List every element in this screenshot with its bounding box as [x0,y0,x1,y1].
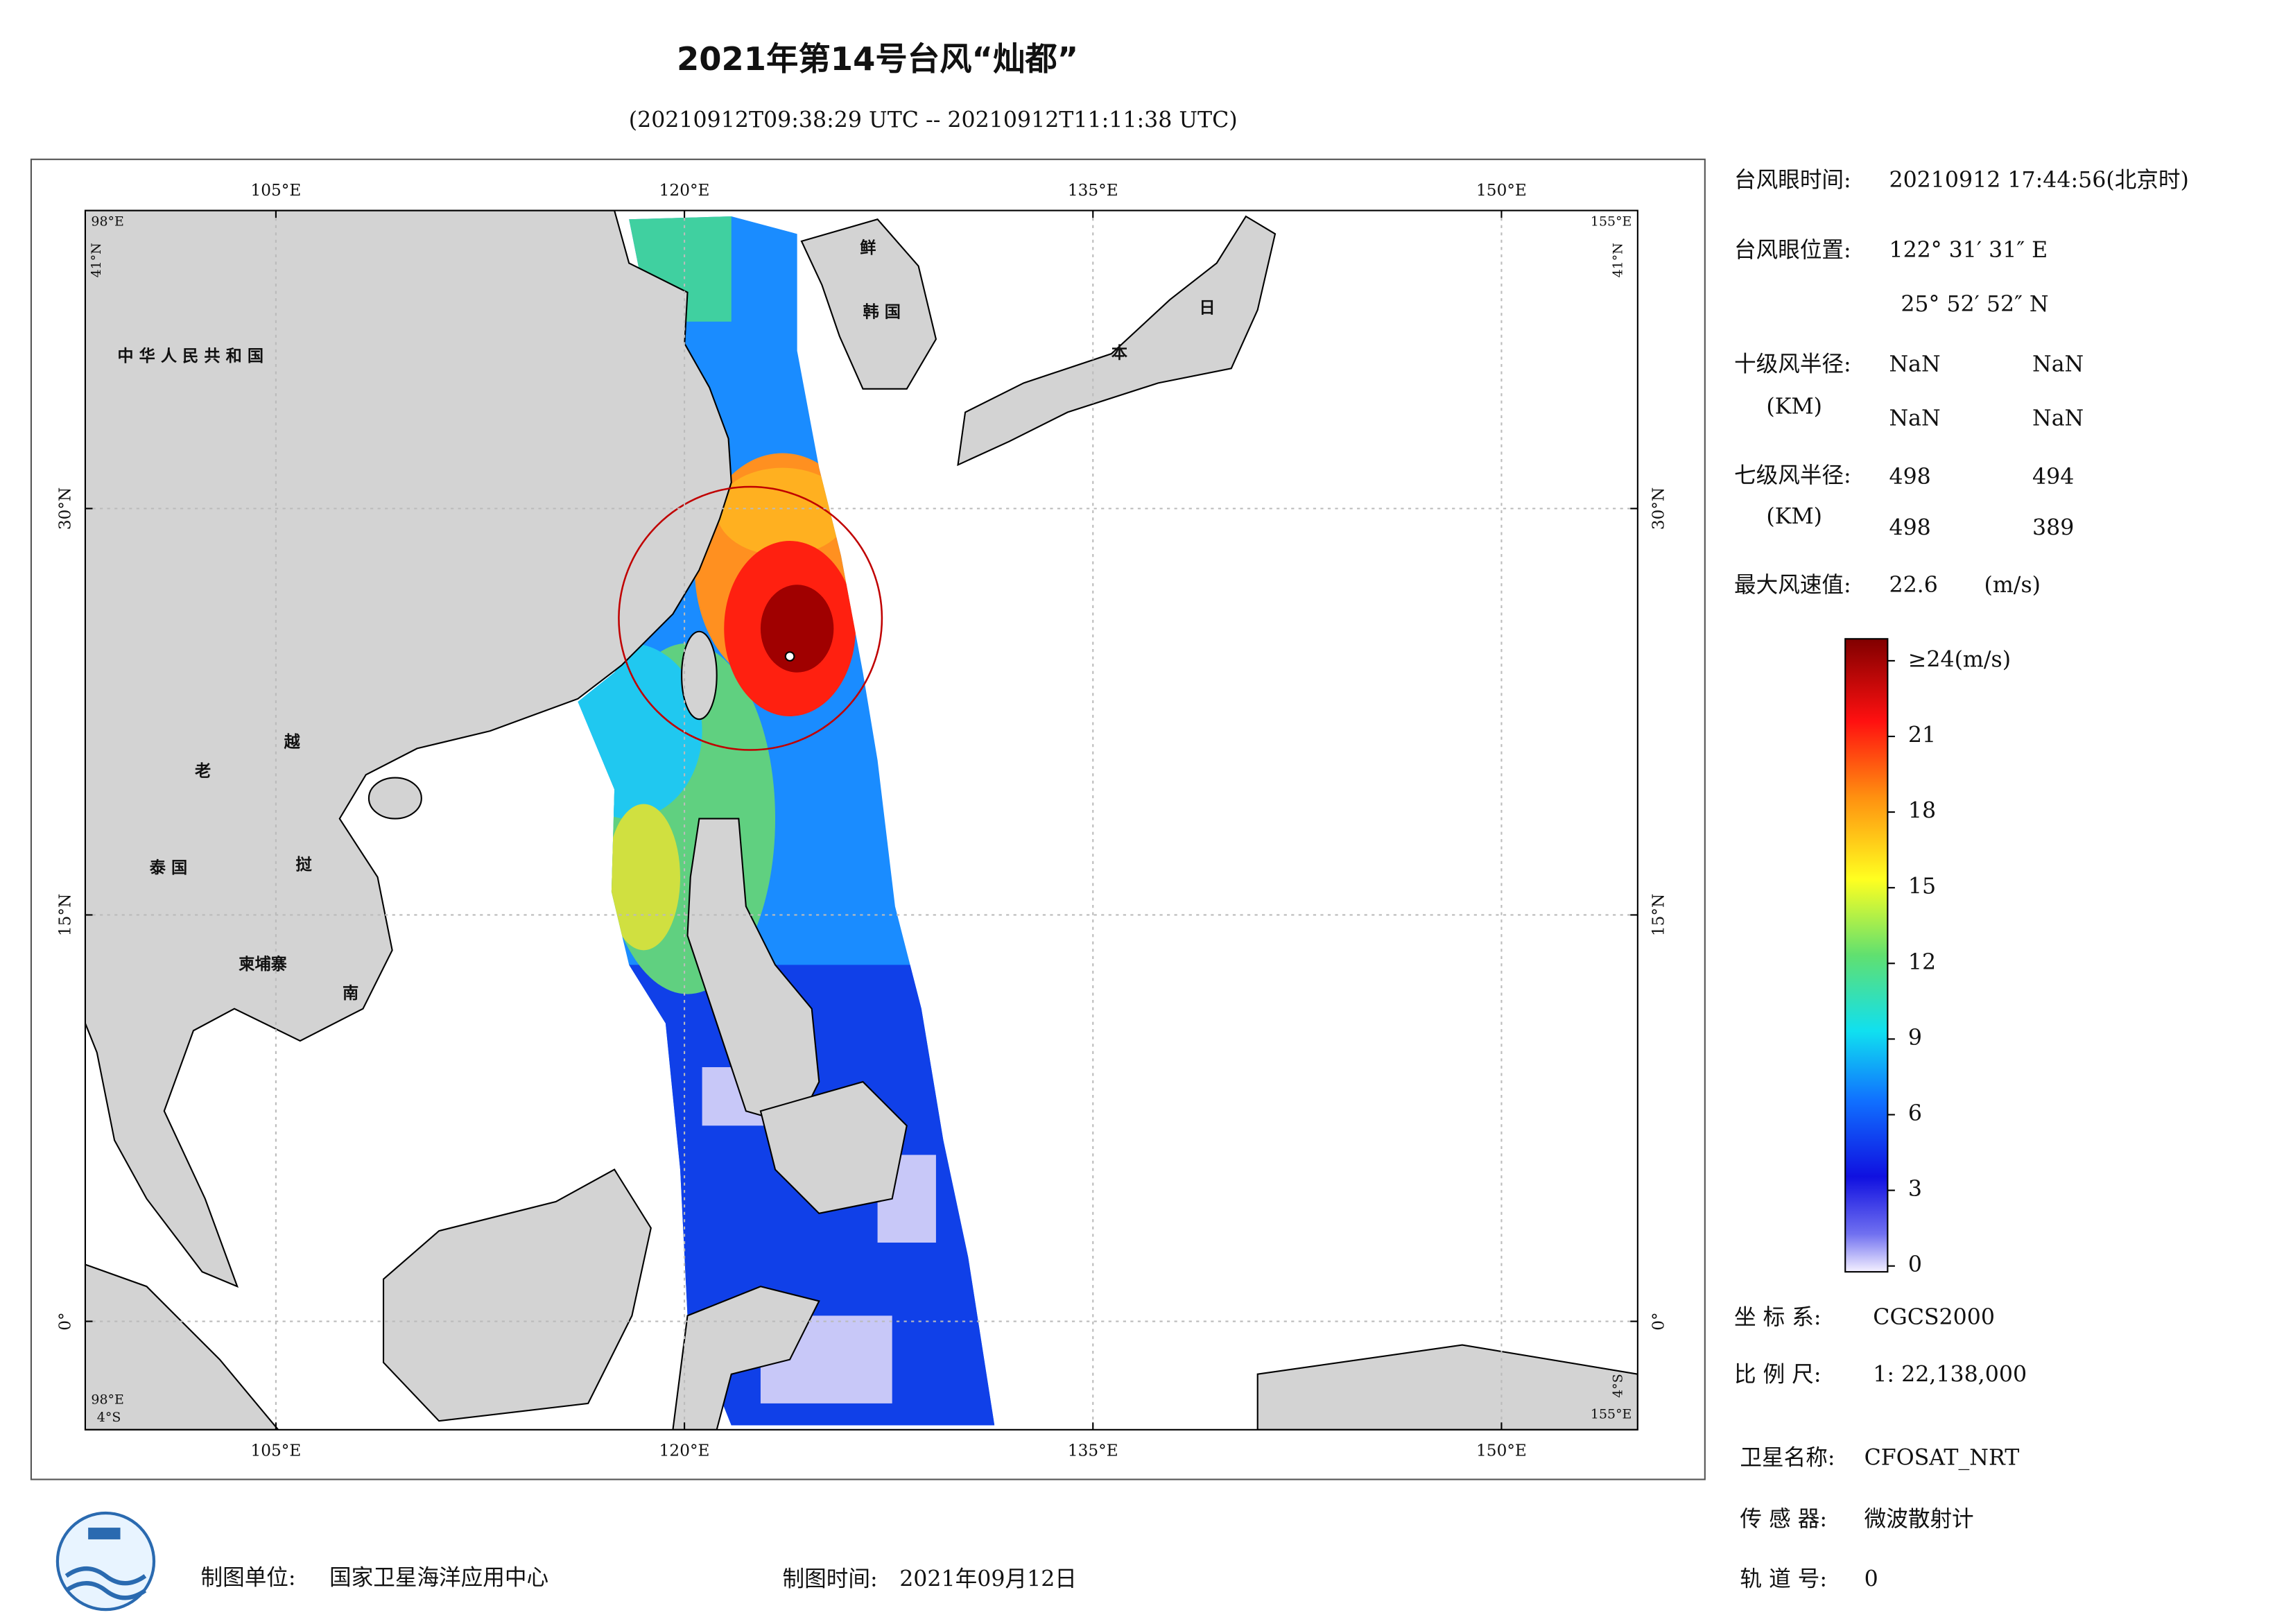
corner-label: 98°E [91,1392,123,1408]
place-label: 本 [1111,344,1128,363]
label: 轨 道 号: [1740,1566,1827,1591]
label: (KM) [1766,395,1822,420]
info-panel: 台风眼时间: 20210912 17:44:56(北京时) 台风眼位置: 122… [1734,168,2189,1592]
label: (KM) [1766,504,1822,529]
label: 传 感 器: [1740,1507,1827,1532]
map-frame [84,209,1638,1431]
lon-tick-label: 135°E [1068,1441,1118,1460]
value: 22.6 [1889,573,1937,598]
land [1256,1344,1638,1430]
value: 498 [1889,516,1930,541]
map-border [30,158,1706,1480]
colorbar-label: 0 [1908,1252,1922,1277]
lat-tick-label: 15°N [56,894,75,936]
colorbar-label: 18 [1908,799,1936,824]
title: 2021年第14号台风“灿都” [677,40,1078,78]
value: NaN [2032,406,2084,431]
wind-radius-circle [618,485,883,751]
lat-tick-label: 15°N [1649,894,1668,936]
place-label: 挝 [296,856,313,874]
land [85,1263,279,1430]
value: NaN [1889,352,1940,377]
footer-value: 国家卫星海洋应用中心 [329,1565,548,1590]
label: 七级风半径: [1734,463,1851,488]
label: 台风眼位置: [1734,238,1851,263]
land [957,215,1277,467]
value: 498 [1889,465,1930,490]
lon-tick-label: 150°E [1476,1441,1527,1460]
label: 最大风速值: [1734,573,1851,598]
colorbar-label: 12 [1908,950,1936,975]
label: 卫星名称: [1740,1445,1835,1470]
lon-tick-label: 105°E [251,1441,302,1460]
place-label: 柬埔寨 [239,955,287,974]
lat-tick-label: 0° [1649,1312,1668,1330]
lon-tick-label: 150°E [1476,181,1527,200]
subtitle: (20210912T09:38:29 UTC -- 20210912T11:11… [629,107,1238,132]
colorbar [1844,638,1889,1273]
colorbar-ticks: 0 3 6 9 12 15 18 21 ≥24(m/s) [1887,647,2011,1277]
value: NaN [2032,352,2084,377]
corner-label: 98°E [91,214,123,229]
corner-label: 41°N [89,243,104,277]
corner-label: 4°S [1610,1374,1625,1398]
value: 25° 52′ 52″ N [1901,292,2048,317]
lat-tick-label: 0° [56,1312,75,1330]
place-label: 鲜 [860,239,876,257]
colorbar-label: ≥24(m/s) [1908,647,2011,672]
place-label: 南 [343,984,358,1003]
value: CGCS2000 [1873,1305,1995,1330]
corner-label: 155°E [1591,214,1632,229]
colorbar-label: 15 [1908,874,1936,899]
land [85,210,732,1288]
typhoon-eye [784,651,795,662]
value: 20210912 17:44:56(北京时) [1889,168,2188,193]
corner-label: 155°E [1591,1407,1632,1422]
place-label: 韩 国 [863,303,901,322]
label: 坐 标 系: [1734,1305,1822,1330]
place-label: 老 [194,762,211,781]
land [759,1080,908,1214]
value: CFOSAT_NRT [1864,1445,2020,1470]
value: 389 [2032,516,2074,541]
value: 122° 31′ 31″ E [1889,238,2048,263]
place-label: 日 [1199,298,1215,317]
value: 0 [1864,1566,1878,1591]
place-label: 泰 国 [149,858,187,877]
lon-tick-label: 135°E [1068,181,1118,200]
lat-tick-label: 30°N [1649,487,1668,530]
land [382,1168,652,1422]
value: NaN [1889,406,1940,431]
corner-label: 4°S [97,1410,121,1425]
label: 比 例 尺: [1734,1362,1822,1387]
unit: (m/s) [1984,573,2041,598]
value: 494 [2032,465,2074,490]
colorbar-label: 6 [1908,1101,1922,1126]
logo [55,1511,156,1612]
place-label: 中 华 人 民 共 和 国 [117,347,263,365]
colorbar-label: 9 [1908,1026,1922,1051]
colorbar-label: 3 [1908,1177,1922,1202]
map [85,210,1638,1430]
land [800,218,937,390]
footer-value: 2021年09月12日 [899,1566,1077,1591]
lon-tick-label: 120°E [659,181,710,200]
colorbar-label: 21 [1908,723,1936,748]
lat-tick-label: 30°N [56,487,75,530]
lon-tick-label: 105°E [251,181,302,200]
corner-label: 41°N [1610,243,1625,277]
value: 微波散射计 [1864,1507,1974,1532]
land [681,630,718,720]
place-label: 越 [284,732,301,751]
label: 台风眼时间: [1734,168,1851,193]
label: 十级风半径: [1734,352,1851,377]
land [672,1286,820,1430]
land [367,777,422,820]
footer-label: 制图单位: [200,1565,295,1590]
footer-label: 制图时间: [783,1566,878,1591]
lon-tick-label: 120°E [659,1441,710,1460]
value: 1: 22,138,000 [1873,1362,2027,1387]
graticule: 105°E 105°E 120°E 120°E 135°E 135°E 150°E 150°E… [56,181,1668,1460]
